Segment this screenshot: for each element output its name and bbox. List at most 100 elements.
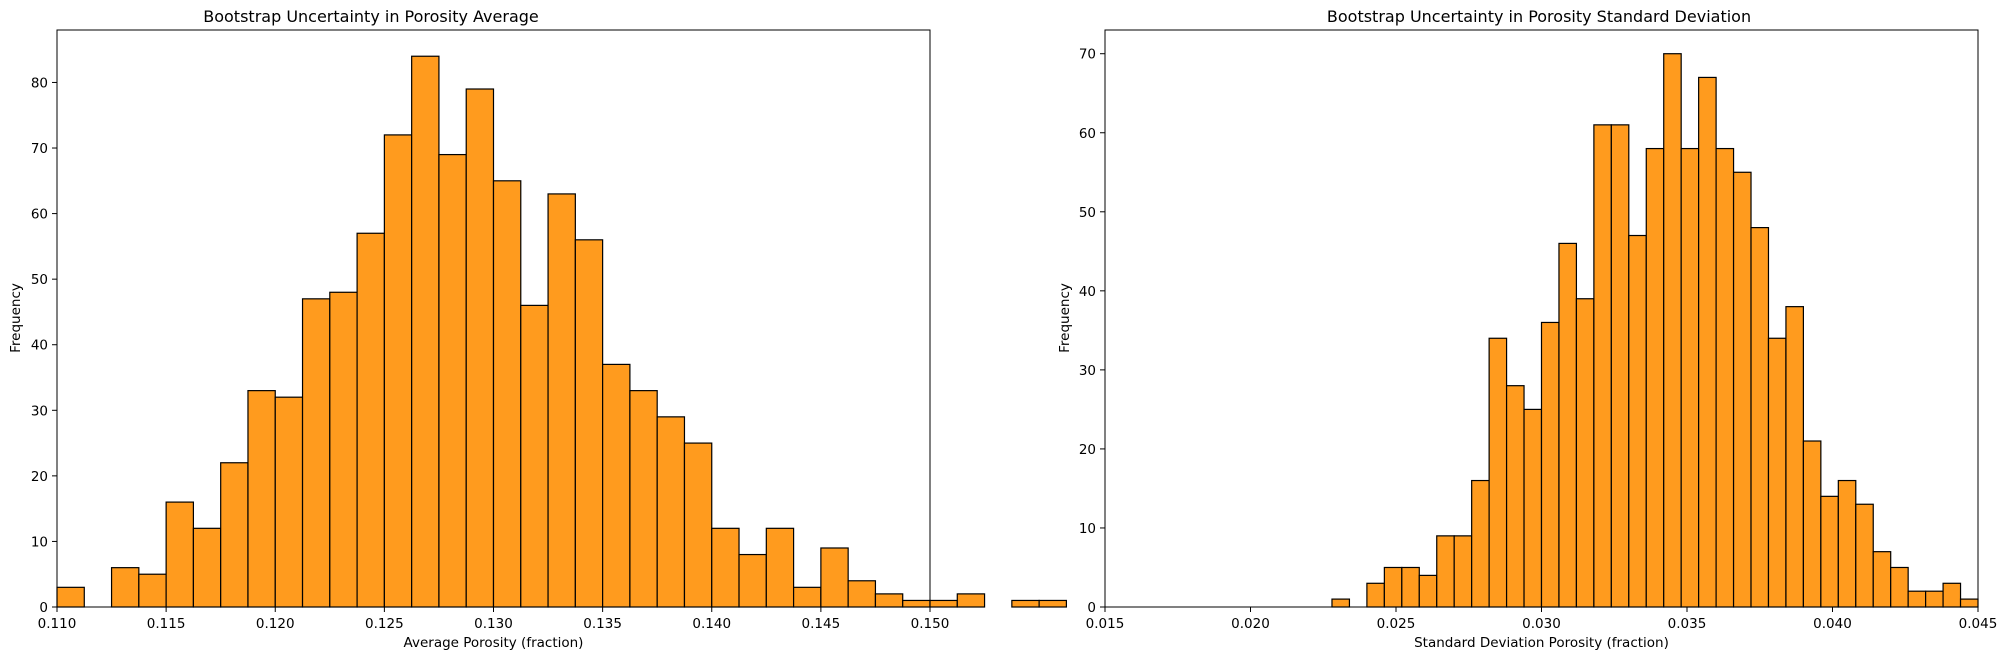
histogram-bar	[1558, 242, 1578, 608]
histogram-bar	[765, 527, 795, 608]
histogram-bar	[1942, 582, 1962, 608]
histogram-bar	[438, 153, 467, 608]
x-tick-label: 0.110	[38, 616, 77, 632]
histogram-bar	[247, 390, 276, 608]
histogram-bar	[1610, 124, 1630, 608]
histogram-bar	[1505, 385, 1525, 608]
y-tick-label: 70	[1079, 47, 1096, 63]
histogram-bar	[956, 593, 986, 608]
histogram-bar	[1680, 147, 1700, 608]
histogram-bar	[1785, 306, 1804, 608]
x-tick-label: 0.120	[256, 616, 295, 632]
histogram-bar	[629, 390, 658, 608]
x-tick-label: 0.130	[474, 616, 513, 632]
y-tick-label: 30	[1079, 363, 1096, 379]
x-tick-label: 0.150	[911, 616, 950, 632]
histogram-bar	[1907, 590, 1927, 608]
histogram-bar	[1698, 76, 1717, 608]
y-tick-label: 20	[31, 469, 48, 485]
histogram-bar	[711, 527, 740, 608]
x-axis-label: Standard Deviation Porosity (fraction)	[1414, 635, 1669, 651]
histogram-bar	[1383, 566, 1403, 608]
histogram-bar	[547, 193, 576, 608]
histogram-bar	[110, 567, 140, 608]
histogram-bar	[1540, 321, 1560, 608]
histogram-bar	[465, 88, 495, 608]
histogram-bar	[1872, 551, 1892, 608]
chart-title: Bootstrap Uncertainty in Porosity Averag…	[203, 7, 539, 26]
histogram-bar	[1715, 147, 1735, 608]
histogram-bar	[1038, 599, 1068, 608]
histogram-bar	[411, 55, 440, 608]
x-tick-label: 0.135	[583, 616, 622, 632]
histogram-bar	[274, 396, 304, 608]
y-tick-label: 30	[31, 403, 48, 419]
x-tick-label: 0.040	[1813, 616, 1852, 632]
histogram-bar	[1855, 503, 1874, 608]
histogram-bar	[192, 527, 222, 608]
y-tick-label: 40	[1079, 284, 1096, 300]
histogram-bar	[329, 291, 358, 608]
histogram-bar	[1732, 171, 1752, 608]
histogram-bar	[1575, 298, 1595, 608]
chart-title: Bootstrap Uncertainty in Porosity Standa…	[1327, 7, 1751, 26]
y-tick-label: 70	[31, 141, 48, 157]
histogram-bar	[874, 593, 904, 608]
histogram-bar	[1890, 566, 1909, 608]
histogram-bar	[1523, 408, 1543, 608]
x-tick-label: 0.125	[365, 616, 404, 632]
histogram-bar	[1925, 590, 1944, 608]
histogram-bar	[738, 553, 767, 608]
histogram-bar	[1663, 53, 1682, 608]
histogram-bar	[1366, 582, 1385, 608]
bars	[56, 55, 1068, 608]
panel-average-porosity: Bootstrap Uncertainty in Porosity Averag…	[8, 7, 1068, 651]
y-tick-label: 0	[1087, 600, 1096, 616]
histogram-bar	[1837, 479, 1857, 608]
y-tick-label: 50	[1079, 205, 1096, 221]
y-axis-label: Frequency	[8, 283, 24, 353]
histogram-bar	[301, 298, 331, 608]
bars	[1331, 53, 1979, 608]
y-tick-label: 0	[39, 600, 48, 616]
histogram-bar	[902, 599, 931, 608]
y-tick-label: 10	[1079, 521, 1096, 537]
histogram-bar	[220, 462, 249, 608]
histogram-bar	[138, 573, 167, 608]
x-tick-label: 0.035	[1668, 616, 1707, 632]
histogram-bar	[1767, 337, 1787, 608]
y-tick-label: 40	[31, 338, 48, 354]
x-tick-label: 0.145	[802, 616, 841, 632]
histogram-bar	[1436, 535, 1455, 608]
histogram-bar	[1011, 599, 1040, 608]
histogram-bar	[56, 586, 85, 608]
histogram-bar	[1802, 440, 1822, 608]
y-tick-label: 10	[31, 534, 48, 550]
y-axis-label: Frequency	[1057, 283, 1073, 353]
histogram-bar	[656, 416, 686, 608]
histogram-bar	[1488, 337, 1508, 608]
histogram-bar	[792, 586, 822, 608]
x-tick-label: 0.140	[692, 616, 731, 632]
y-tick-label: 80	[31, 75, 48, 91]
histogram-bar	[1593, 124, 1612, 608]
histogram-bar	[1331, 598, 1351, 608]
histogram-bar	[520, 304, 549, 608]
x-tick-label: 0.015	[1086, 616, 1125, 632]
histogram-bar	[574, 239, 604, 608]
histogram-bar	[383, 134, 413, 608]
histogram-bar	[847, 580, 877, 608]
x-tick-label: 0.045	[1959, 616, 1998, 632]
histogram-bar	[683, 442, 713, 608]
x-tick-label: 0.025	[1377, 616, 1416, 632]
x-tick-label: 0.030	[1522, 616, 1561, 632]
y-tick-label: 50	[31, 272, 48, 288]
histogram-bar	[1401, 566, 1420, 608]
histogram-bar	[820, 547, 849, 608]
panel-std-porosity: Bootstrap Uncertainty in Porosity Standa…	[1057, 7, 1997, 651]
histogram-bar	[1628, 234, 1647, 608]
histogram-bar	[1453, 535, 1473, 608]
histogram-bar	[1959, 598, 1979, 608]
